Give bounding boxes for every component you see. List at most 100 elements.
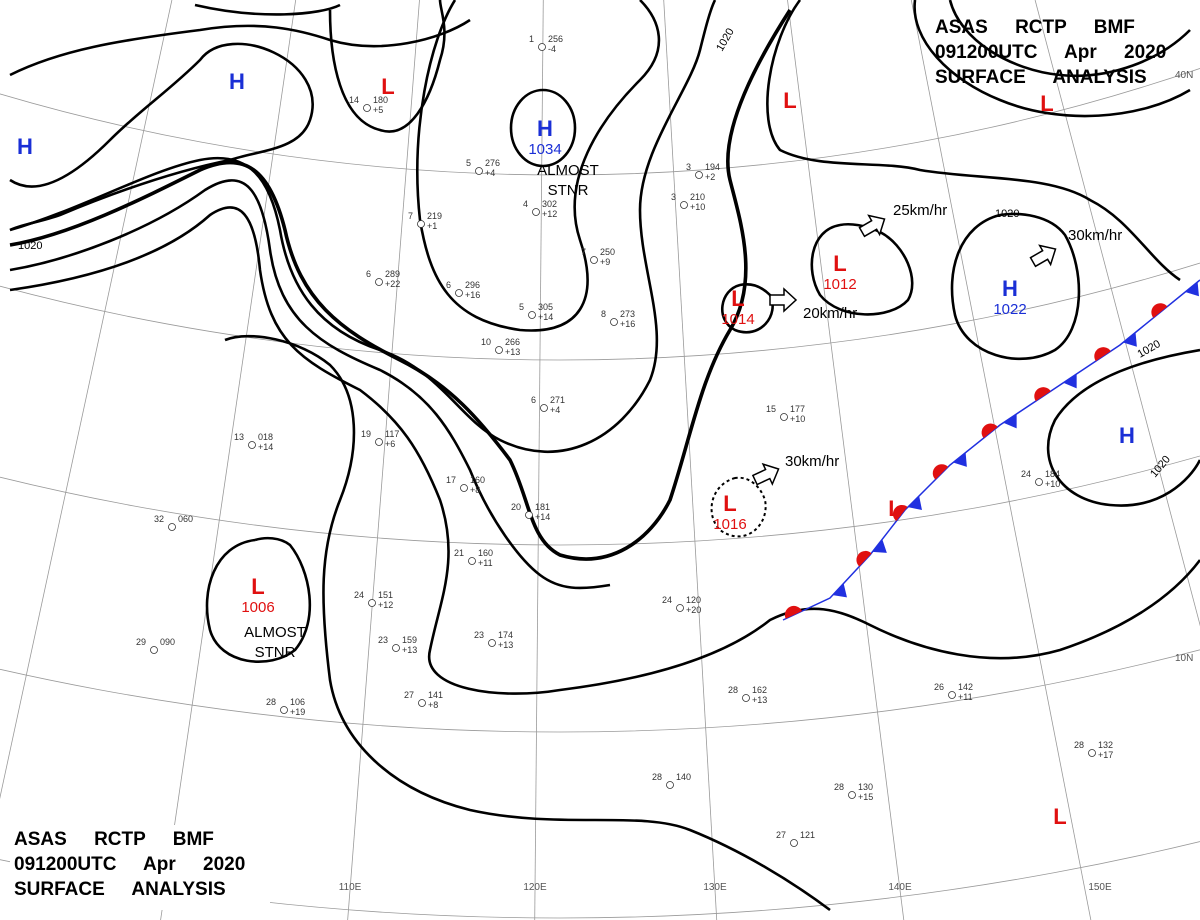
pressure-value: 1014 [721,311,754,328]
isobar [9,18,471,77]
station-tendency: +20 [686,605,701,615]
pressure-value: 1016 [713,516,746,533]
note: ALMOST [537,162,599,179]
meridian-line [0,0,173,800]
station-pressure: 142 [958,682,973,692]
station-marker [540,404,548,412]
pressure-center: L [251,574,264,599]
pressure-center: H [17,134,33,159]
pressure-center: L [731,286,744,311]
station-temp: 24 [1021,469,1031,479]
station-pressure: 266 [505,337,520,347]
station-tendency: +15 [858,792,873,802]
station-marker [1035,478,1043,486]
pressure-center: H [1119,423,1135,448]
station-marker [590,256,598,264]
isobar [720,283,774,334]
station-pressure: 305 [538,302,553,312]
station-tendency: +12 [542,209,557,219]
station-temp: 5 [466,158,471,168]
pressure-center: H [537,116,553,141]
motion-arrow [751,462,780,486]
station-pressure: 194 [705,162,720,172]
station-tendency: +13 [752,695,767,705]
station-marker [475,167,483,175]
pressure-value: 1012 [823,276,856,293]
header-box [10,825,270,910]
pressure-center: L [783,88,796,113]
station-tendency: +17 [1098,750,1113,760]
stationary-front [782,279,1200,621]
cold-symbol [953,452,967,467]
station-marker [525,511,533,519]
latitude-label: 40N [1175,70,1193,81]
station-marker [150,646,158,654]
cold-symbol [872,539,887,553]
station-marker [375,278,383,286]
cold-symbol [832,583,847,598]
station-tendency: +10 [690,202,705,212]
station-marker [488,639,496,647]
station-pressure: 132 [1098,740,1113,750]
station-marker [375,438,383,446]
station-marker [848,791,856,799]
station-marker [680,201,688,209]
station-temp: 6 [446,280,451,290]
station-temp: 21 [454,548,464,558]
station-marker [780,413,788,421]
header-line: SURFACE ANALYSIS [14,879,226,900]
station-marker [417,220,425,228]
station-pressure: 121 [800,830,815,840]
station-pressure: 117 [385,429,399,439]
station-marker [368,599,376,607]
note: STNR [255,644,296,661]
station-marker [948,691,956,699]
meridian-line [910,0,1092,920]
isobar [9,179,611,590]
warm-symbol [981,423,998,439]
station-marker [1088,749,1096,757]
station-temp: 32 [154,514,164,524]
station-marker [248,441,256,449]
isobar-label: 1020 [18,240,42,252]
motion-arrow [769,287,798,313]
station-pressure: 296 [465,280,480,290]
isobar-label: 1020 [995,208,1019,220]
station-pressure: 162 [752,685,767,695]
station-pressure: 177 [790,404,805,414]
pressure-center: L [833,251,846,276]
isobar [416,0,661,332]
station-pressure: 160 [478,548,493,558]
station-temp: 1 [529,34,534,44]
warm-symbol [1151,303,1168,318]
latitude-label: 10N [1175,653,1193,664]
station-tendency: +11 [478,558,493,568]
cold-symbol [907,495,922,510]
station-tendency: +16 [465,290,480,300]
station-pressure: 160 [470,475,485,485]
longitude-label: 120E [523,882,547,893]
station-tendency: +4 [550,405,560,415]
isobar [766,0,1181,282]
station-marker [790,839,798,847]
station-tendency: +9 [600,257,610,267]
meridian-line [663,0,718,920]
isobar [205,536,312,663]
station-marker [538,43,546,51]
station-temp: 28 [728,685,738,695]
cold-symbol [1185,281,1199,297]
station-marker [392,644,400,652]
isobar [9,206,1200,695]
warm-symbol [932,464,949,480]
station-temp: 24 [354,590,364,600]
station-pressure: 184 [1045,469,1060,479]
isobar [194,3,341,16]
station-temp: 28 [266,697,276,707]
isobars [9,0,1200,912]
station-marker [468,557,476,565]
pressure-value: 1006 [241,599,274,616]
station-pressure: 210 [690,192,705,202]
station-marker [455,289,463,297]
meridian-line [534,0,544,920]
